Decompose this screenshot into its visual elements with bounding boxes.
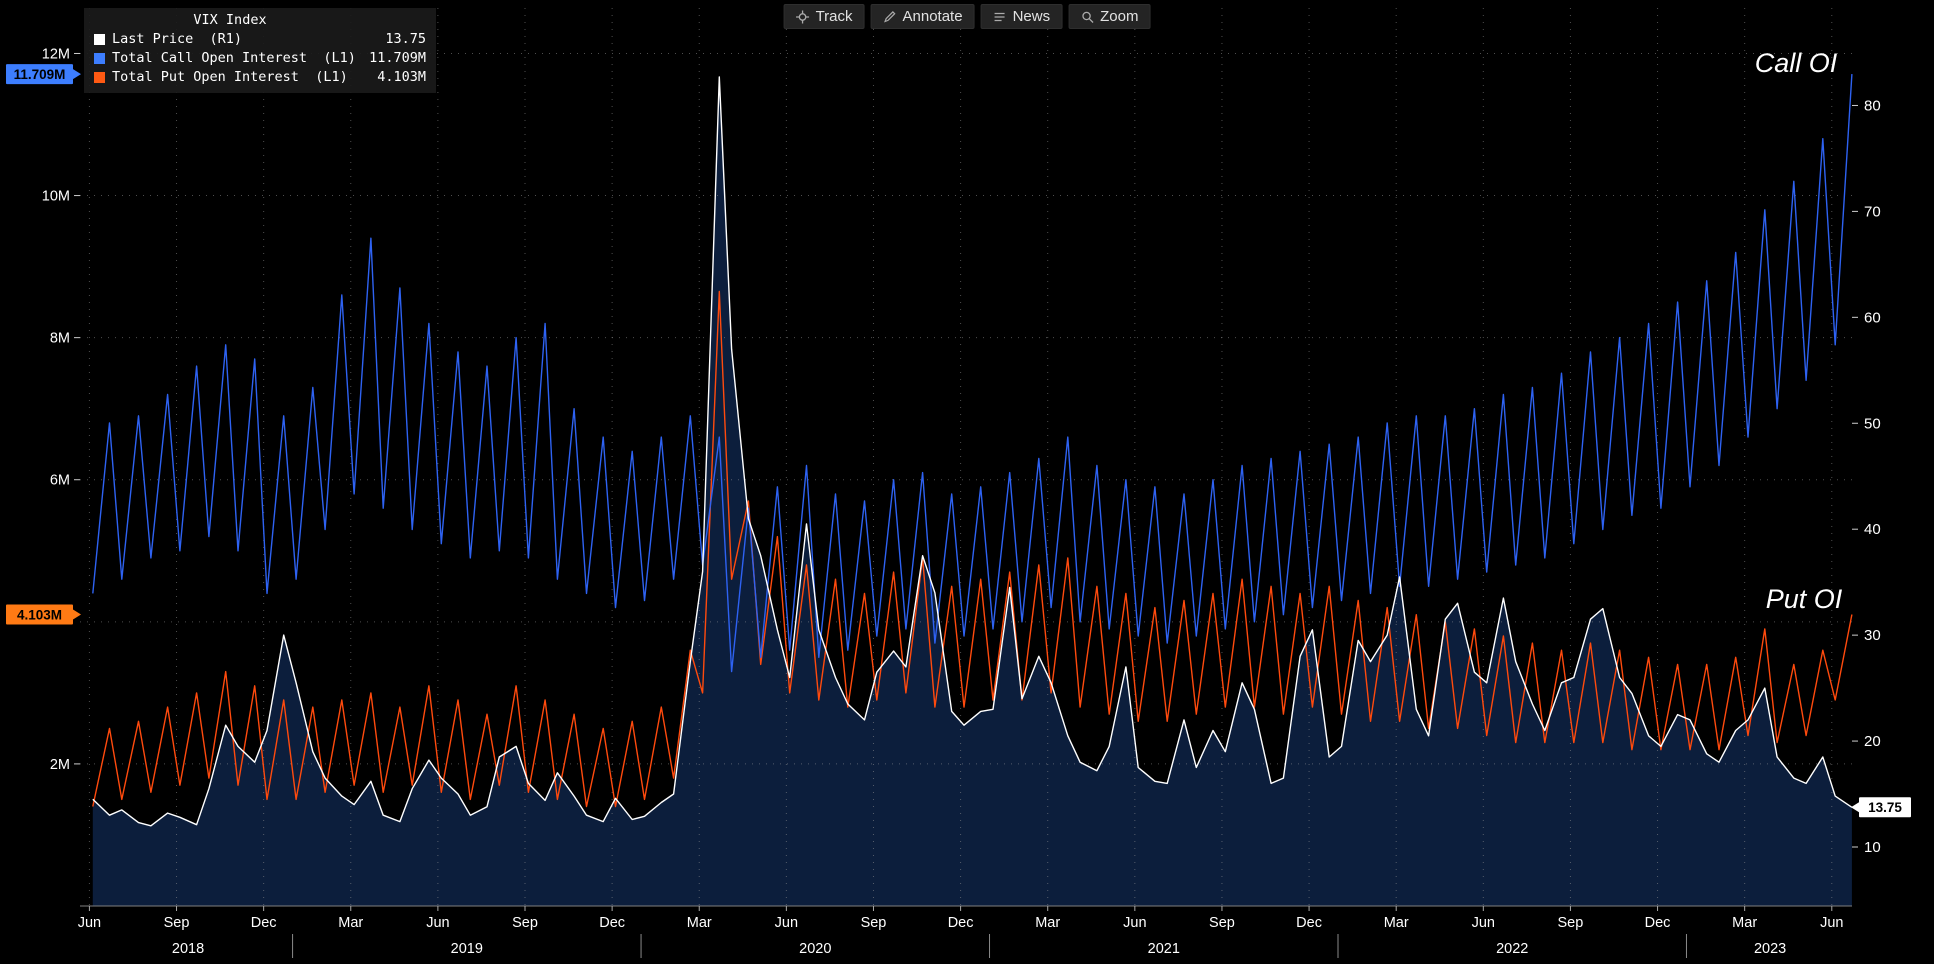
svg-text:Dec: Dec xyxy=(599,915,625,931)
chart-annotations: Call OI Put OI xyxy=(1755,48,1843,614)
svg-text:Jun: Jun xyxy=(1472,915,1495,931)
svg-text:2021: 2021 xyxy=(1148,941,1180,957)
toolbar-button-label: News xyxy=(1012,8,1051,25)
annotation-put-oi: Put OI xyxy=(1766,584,1843,614)
svg-text:20: 20 xyxy=(1864,733,1881,750)
svg-text:11.709M: 11.709M xyxy=(14,67,66,82)
svg-text:4.103M: 4.103M xyxy=(17,607,62,622)
svg-text:Sep: Sep xyxy=(861,915,887,931)
last-price-swatch-icon xyxy=(94,34,105,45)
svg-text:10: 10 xyxy=(1864,839,1881,856)
svg-text:Jun: Jun xyxy=(78,915,101,931)
toolbar-button-label: Annotate xyxy=(902,8,963,25)
toolbar-button-label: Track xyxy=(815,8,853,25)
annotation-call-oi: Call OI xyxy=(1755,48,1838,78)
toolbar-button-news[interactable]: News xyxy=(980,4,1063,29)
chart-legend: VIX Index Last Price (R1) 13.75 Total Ca… xyxy=(84,8,436,93)
legend-entry-call-open-interest[interactable]: Total Call Open Interest (L1) 11.709M xyxy=(94,49,426,68)
svg-text:Dec: Dec xyxy=(251,915,277,931)
left-axis-badge xyxy=(6,604,73,625)
legend-value: 11.709M xyxy=(369,50,426,66)
svg-text:Mar: Mar xyxy=(1384,915,1409,931)
legend-title: VIX Index xyxy=(193,12,267,28)
legend-entry-put-open-interest[interactable]: Total Put Open Interest (L1) 4.103M xyxy=(94,68,426,87)
crosshair-icon xyxy=(796,10,810,24)
left-axis-badge xyxy=(6,64,73,85)
call-oi-swatch-icon xyxy=(94,53,105,64)
legend-label: Total Put Open Interest (L1) xyxy=(112,69,348,85)
axis-badges: 11.709M 4.103M 13.75 xyxy=(6,64,1911,818)
svg-text:12M: 12M xyxy=(42,46,70,62)
toolbar-button-zoom[interactable]: Zoom xyxy=(1068,4,1151,29)
svg-text:Jun: Jun xyxy=(1820,915,1843,931)
svg-text:Mar: Mar xyxy=(1732,915,1757,931)
put-oi-swatch-icon xyxy=(94,72,105,83)
series-lines xyxy=(92,74,1853,827)
svg-text:70: 70 xyxy=(1864,203,1881,220)
svg-text:Mar: Mar xyxy=(1035,915,1060,931)
svg-text:Mar: Mar xyxy=(687,915,712,931)
toolbar-button-label: Zoom xyxy=(1100,8,1139,25)
right-axis-badge xyxy=(1859,797,1911,818)
toolbar-button-annotate[interactable]: Annotate xyxy=(870,4,975,29)
svg-text:Sep: Sep xyxy=(1558,915,1584,931)
svg-text:2M: 2M xyxy=(50,757,70,773)
svg-text:2019: 2019 xyxy=(451,941,483,957)
legend-value: 4.103M xyxy=(377,69,426,85)
svg-text:Dec: Dec xyxy=(948,915,974,931)
total-put-open-interest-line xyxy=(92,290,1853,808)
svg-text:Sep: Sep xyxy=(1209,915,1235,931)
svg-text:8M: 8M xyxy=(50,331,70,347)
svg-text:2020: 2020 xyxy=(799,941,831,957)
svg-text:Jun: Jun xyxy=(1123,915,1146,931)
svg-text:2023: 2023 xyxy=(1754,941,1786,957)
news-icon xyxy=(993,10,1007,24)
total-call-open-interest-line xyxy=(92,74,1853,673)
svg-text:Jun: Jun xyxy=(426,915,449,931)
axes: 2M 6M 8M 10M 12M 10 20 30 40 50 60 70 80 Jun Sep Dec Mar… xyxy=(42,46,1881,958)
svg-text:Mar: Mar xyxy=(338,915,363,931)
svg-text:Jun: Jun xyxy=(775,915,798,931)
svg-text:Dec: Dec xyxy=(1296,915,1322,931)
svg-text:Sep: Sep xyxy=(512,915,538,931)
svg-text:80: 80 xyxy=(1864,97,1881,114)
svg-text:Dec: Dec xyxy=(1645,915,1671,931)
svg-text:10M: 10M xyxy=(42,189,70,205)
chart-toolbar: Track Annotate News Zoo xyxy=(783,4,1151,29)
svg-text:Sep: Sep xyxy=(164,915,190,931)
magnifier-icon xyxy=(1080,10,1094,24)
svg-text:2018: 2018 xyxy=(172,941,204,957)
svg-text:6M: 6M xyxy=(50,473,70,489)
legend-label: Last Price (R1) xyxy=(112,31,243,47)
last-price-vix-line xyxy=(92,76,1853,827)
svg-text:40: 40 xyxy=(1864,521,1881,538)
legend-label: Total Call Open Interest (L1) xyxy=(112,50,356,66)
legend-value: 13.75 xyxy=(385,31,426,47)
toolbar-button-track[interactable]: Track xyxy=(783,4,865,29)
svg-text:2022: 2022 xyxy=(1496,941,1528,957)
svg-text:50: 50 xyxy=(1864,415,1881,432)
svg-text:13.75: 13.75 xyxy=(1868,800,1902,815)
svg-text:30: 30 xyxy=(1864,627,1881,644)
pencil-icon xyxy=(883,10,897,24)
vix-area-fill xyxy=(92,77,1852,906)
svg-text:60: 60 xyxy=(1864,309,1881,326)
vix-area xyxy=(92,77,1852,906)
legend-entry-last-price[interactable]: Last Price (R1) 13.75 xyxy=(94,30,426,49)
